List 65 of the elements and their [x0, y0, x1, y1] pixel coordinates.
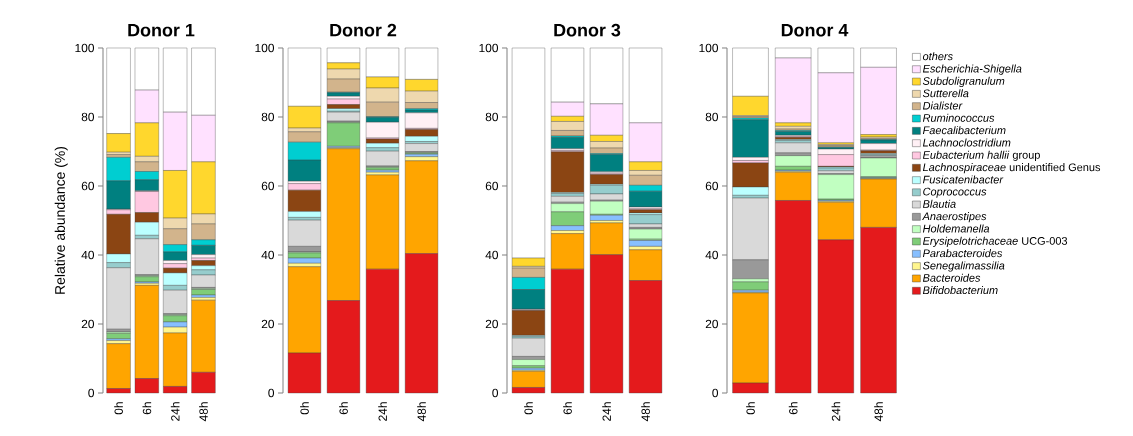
legend-label: Holdemanella	[922, 224, 990, 233]
x-tick-label: 24h	[170, 402, 180, 421]
legend-label: Ruminococcus	[922, 113, 995, 122]
y-tick-label: 60	[81, 181, 95, 191]
y-tick-label: 40	[485, 250, 499, 260]
y-tick-label: 60	[261, 181, 275, 191]
legend-label: Senegalimassilia	[922, 261, 1005, 272]
y-tick-label: 40	[81, 250, 95, 260]
y-tick-label: 80	[485, 112, 499, 122]
x-tick-label: 24h	[378, 402, 387, 421]
legend-label: Coprococcus	[923, 187, 987, 198]
x-tick-label: 0h	[746, 402, 755, 415]
y-tick-label: 60	[485, 181, 499, 191]
legend-label: Bifidobacterium	[922, 286, 998, 295]
x-tick-label: 48h	[199, 402, 208, 422]
y-tick-label: 0	[268, 388, 275, 398]
x-tick-label: 0h	[300, 402, 309, 415]
y-tick-label: 40	[705, 250, 719, 260]
x-tick-label: 6h	[339, 402, 348, 415]
legend-label: Dialister	[922, 101, 963, 110]
y-tick-label: 0	[88, 388, 95, 398]
chart-title: Donor 4	[781, 23, 849, 37]
legend-label: Lachnoclostridium	[922, 138, 1011, 147]
y-tick-label: 0	[492, 388, 499, 398]
y-tick-label: 20	[261, 319, 275, 329]
y-tick-label: 100	[75, 43, 95, 53]
legend-label: Eubacterium hallii group	[922, 150, 1040, 161]
x-tick-label: 24h	[602, 402, 611, 421]
y-tick-label: 80	[261, 112, 275, 122]
x-tick-label: 48h	[641, 402, 650, 422]
y-tick-label: 80	[705, 112, 719, 122]
y-tick-label: 60	[705, 181, 719, 191]
legend-label: Lachnospiraceae unidentified Genus	[922, 163, 1101, 174]
x-tick-label: 0h	[524, 402, 533, 415]
y-tick-label: 0	[712, 388, 719, 398]
x-tick-label: 6h	[563, 402, 572, 415]
y-tick-label: 20	[81, 319, 95, 329]
y-tick-label: 100	[255, 43, 275, 53]
chart-title: Donor 1	[128, 23, 195, 37]
legend-label: Parabacteroides	[922, 249, 1003, 258]
legend-label: Sutterella	[922, 89, 969, 98]
legend-label: others	[922, 52, 953, 61]
y-tick-label: 20	[705, 319, 719, 329]
x-tick-label: 0h	[114, 402, 123, 415]
legend-label: Faecalibacterium	[922, 126, 1006, 135]
x-tick-label: 48h	[874, 402, 883, 422]
y-axis-title: Relative abundance (%)	[54, 146, 68, 294]
x-tick-label: 48h	[417, 402, 426, 422]
x-tick-label: 6h	[788, 402, 798, 415]
y-tick-label: 100	[699, 43, 719, 53]
x-tick-label: 24h	[831, 402, 841, 421]
chart-title: Donor 3	[554, 23, 621, 37]
legend-label: Blautia	[922, 199, 956, 208]
legend-label: Erysipelotrichaceae UCG-003	[922, 236, 1068, 247]
y-tick-label: 80	[81, 112, 95, 122]
legend-label: Fusicatenibacter	[922, 175, 1004, 184]
y-tick-label: 40	[261, 250, 275, 260]
legend-label: Anaerostipes	[922, 212, 987, 223]
y-tick-label: 100	[479, 43, 499, 53]
x-tick-label: 6h	[142, 402, 152, 415]
y-tick-label: 20	[485, 319, 499, 329]
legend-label: Subdoligranulum	[922, 76, 1005, 88]
legend-label: Escherichia-Shigella	[922, 64, 1022, 75]
legend-label: Bacteroides	[922, 273, 981, 282]
chart-title: Donor 2	[330, 23, 397, 37]
